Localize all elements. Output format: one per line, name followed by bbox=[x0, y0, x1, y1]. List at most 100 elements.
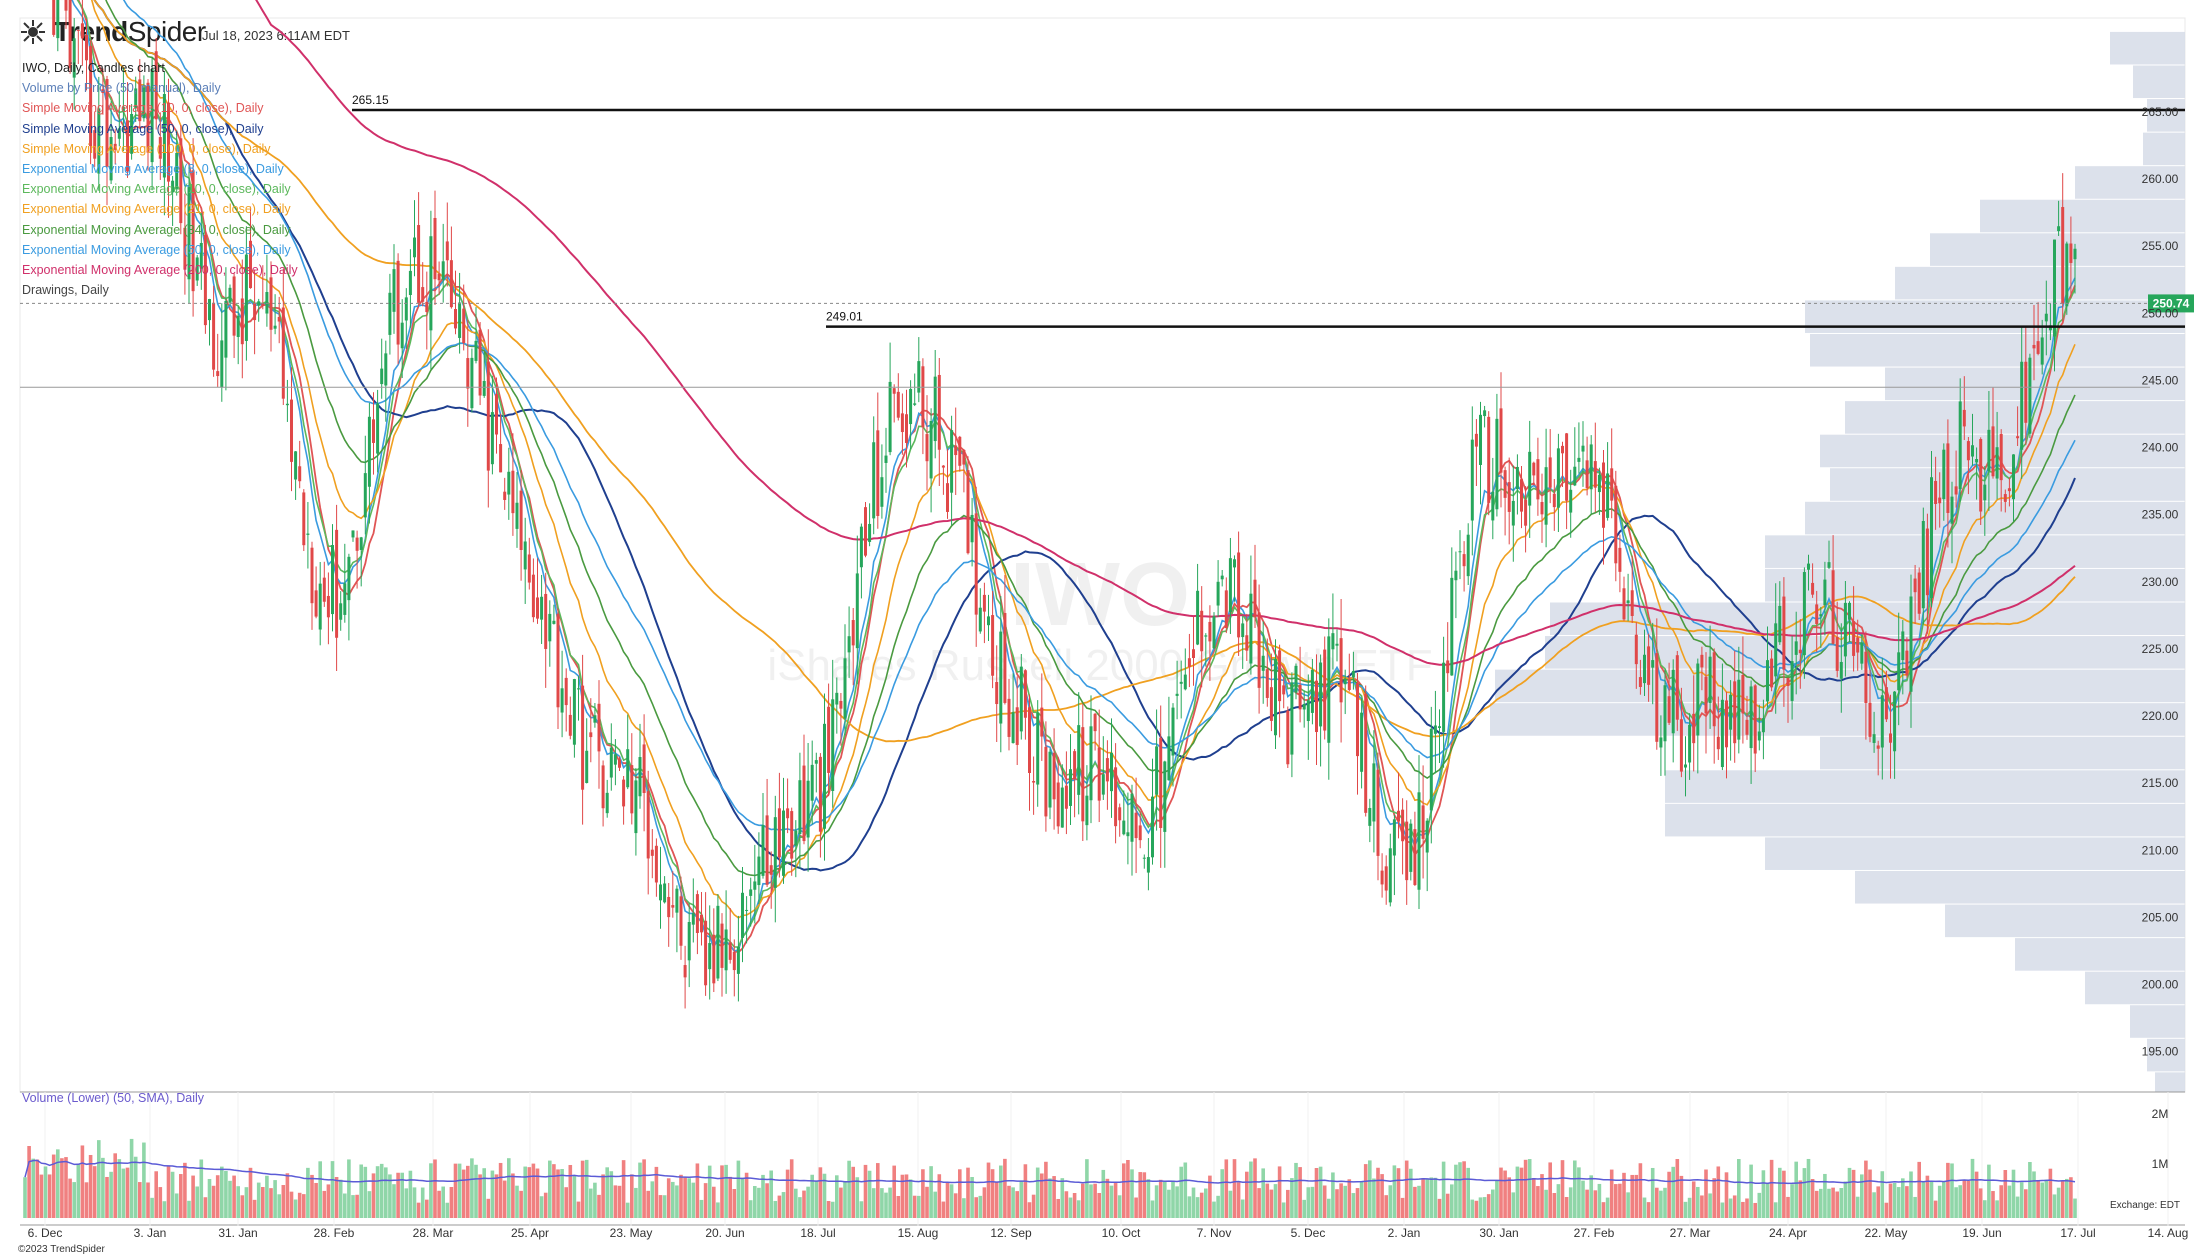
legend-item[interactable]: Simple Moving Average (50, 0, close), Da… bbox=[22, 121, 264, 136]
candle bbox=[683, 965, 687, 978]
candle bbox=[1228, 558, 1232, 612]
legend-item[interactable]: Exponential Moving Average (8, 0, close)… bbox=[22, 162, 284, 177]
candle bbox=[1930, 477, 1933, 598]
candle bbox=[339, 603, 343, 620]
candle bbox=[1987, 429, 1991, 472]
candle bbox=[392, 269, 396, 312]
legend-item[interactable]: Simple Moving Average (100, 0, close), D… bbox=[22, 141, 271, 156]
volume-bar bbox=[39, 1174, 44, 1218]
volume-bar bbox=[863, 1164, 868, 1218]
volume-bar bbox=[1888, 1183, 1893, 1218]
vbp-bar bbox=[2075, 166, 2185, 199]
volume-bar bbox=[1946, 1162, 1950, 1218]
candle bbox=[1265, 669, 1269, 698]
candle bbox=[1897, 652, 1901, 691]
candle bbox=[1089, 726, 1093, 801]
volume-bar bbox=[515, 1185, 519, 1218]
volume-bar bbox=[1683, 1201, 1688, 1218]
legend-item[interactable]: Exponential Moving Average (34, 0, close… bbox=[22, 222, 291, 237]
volume-bar bbox=[1925, 1175, 1930, 1218]
candle bbox=[1659, 737, 1663, 748]
volume-bar bbox=[1741, 1201, 1745, 1218]
volume-bar bbox=[1532, 1178, 1536, 1218]
candle bbox=[1470, 439, 1474, 521]
level-label: 265.15 bbox=[352, 93, 389, 107]
volume-bar bbox=[150, 1197, 154, 1218]
candle bbox=[72, 38, 76, 78]
volume-bar bbox=[256, 1182, 261, 1218]
volume-bar bbox=[232, 1175, 236, 1218]
candle bbox=[2069, 243, 2073, 263]
candle bbox=[679, 896, 683, 946]
candle bbox=[421, 287, 425, 302]
volume-bar bbox=[2024, 1189, 2028, 1218]
legend-item[interactable]: Exponential Moving Average (21, 0, close… bbox=[22, 202, 291, 217]
volume-bar bbox=[1609, 1169, 1614, 1218]
candle bbox=[1056, 782, 1060, 827]
candle bbox=[577, 688, 580, 690]
candle bbox=[622, 779, 626, 807]
volume-bar bbox=[1536, 1186, 1540, 1218]
volume-bar bbox=[765, 1183, 769, 1218]
candle bbox=[1807, 563, 1810, 570]
legend-item[interactable]: Drawings, Daily bbox=[22, 283, 109, 298]
volume-bar bbox=[117, 1159, 122, 1218]
candle bbox=[1569, 489, 1573, 513]
volume-bar bbox=[1466, 1167, 1470, 1218]
volume-bar bbox=[1716, 1166, 1721, 1218]
volume-bar bbox=[1273, 1184, 1278, 1218]
candle bbox=[724, 929, 728, 971]
time-tick-label: 14. Aug bbox=[2148, 1226, 2189, 1240]
volume-bar bbox=[1281, 1202, 1286, 1218]
legend-item[interactable]: Exponential Moving Average (10, 0, close… bbox=[22, 182, 291, 197]
candle bbox=[2020, 361, 2024, 450]
volume-bar bbox=[1388, 1185, 1393, 1218]
candle bbox=[1241, 623, 1245, 638]
volume-bar bbox=[1327, 1198, 1331, 1218]
candle bbox=[314, 590, 318, 617]
candle bbox=[1171, 707, 1175, 756]
volume-bar bbox=[1564, 1197, 1569, 1218]
volume-bar bbox=[1265, 1183, 1270, 1218]
legend-item[interactable]: Exponential Moving Average (50, 0, close… bbox=[22, 242, 291, 257]
candle bbox=[962, 449, 966, 465]
legend-item[interactable]: Simple Moving Average (10, 0, close), Da… bbox=[22, 101, 264, 116]
candle bbox=[1589, 444, 1593, 490]
candle bbox=[1294, 665, 1298, 693]
candle bbox=[1331, 633, 1335, 650]
candle bbox=[1606, 473, 1610, 518]
vbp-bar bbox=[1855, 870, 2185, 904]
candle bbox=[1163, 761, 1167, 832]
volume-bar bbox=[88, 1154, 93, 1218]
vbp-bar bbox=[1805, 501, 2185, 535]
candle bbox=[1023, 670, 1027, 718]
volume-bar bbox=[630, 1174, 634, 1218]
volume-bar bbox=[1954, 1187, 1958, 1218]
volume-bar bbox=[1134, 1197, 1138, 1218]
volume-bar bbox=[1417, 1185, 1421, 1218]
price-tick-label: 260.00 bbox=[2142, 172, 2179, 186]
candle bbox=[1913, 578, 1917, 593]
candle bbox=[905, 414, 908, 443]
volume-bar bbox=[215, 1175, 220, 1218]
volume-bar bbox=[437, 1190, 441, 1218]
volume-bar bbox=[80, 1145, 85, 1218]
candle bbox=[1524, 499, 1528, 526]
volume-bar bbox=[1843, 1181, 1848, 1218]
drawings[interactable]: 265.15 249.01 250.74 bbox=[20, 93, 2194, 388]
time-tick-label: 17. Jul bbox=[2060, 1226, 2095, 1240]
legend-item[interactable]: Exponential Moving Average (200, 0, clos… bbox=[22, 263, 298, 278]
legend-item[interactable]: Volume by Price (50, manual), Daily bbox=[22, 81, 221, 96]
volume-bar bbox=[1486, 1194, 1491, 1218]
candle bbox=[605, 792, 609, 814]
candle bbox=[1421, 805, 1425, 839]
candle bbox=[1577, 457, 1581, 462]
candle bbox=[880, 477, 884, 507]
moving-average-line bbox=[93, 0, 2076, 743]
candle bbox=[1269, 687, 1273, 721]
candle bbox=[1405, 821, 1409, 881]
candle bbox=[1901, 631, 1905, 661]
volume-bar bbox=[97, 1140, 101, 1218]
candle bbox=[417, 225, 421, 303]
